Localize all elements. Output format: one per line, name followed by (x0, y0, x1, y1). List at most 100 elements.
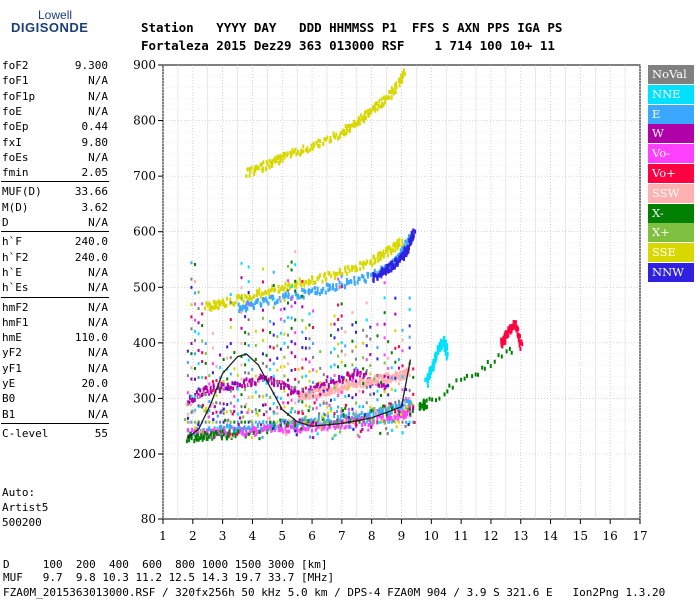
data-point (308, 379, 311, 383)
data-point (373, 406, 376, 410)
data-point (201, 403, 204, 407)
data-point (307, 288, 310, 293)
data-point (308, 360, 311, 364)
data-point (335, 283, 338, 288)
data-point (403, 398, 406, 403)
data-point (367, 412, 370, 417)
data-point (220, 424, 223, 429)
data-point (240, 420, 243, 424)
data-point (249, 302, 252, 307)
data-point (504, 340, 507, 345)
data-point (240, 276, 243, 280)
data-point (428, 368, 431, 373)
data-point (290, 268, 293, 272)
data-point (331, 283, 334, 288)
data-point (396, 413, 399, 418)
data-point (412, 233, 415, 238)
data-point (365, 301, 368, 305)
data-point (387, 384, 390, 388)
data-point (329, 365, 332, 369)
data-point (229, 385, 232, 390)
data-point (392, 419, 395, 423)
data-point (209, 303, 212, 308)
data-point (387, 340, 390, 344)
data-point (486, 359, 489, 364)
data-point (282, 381, 285, 386)
data-point (380, 406, 383, 410)
data-point (394, 346, 397, 350)
data-point (318, 412, 321, 416)
data-point (262, 291, 265, 296)
data-point (301, 375, 304, 379)
data-point (369, 364, 372, 368)
data-point (247, 432, 251, 436)
data-point (443, 345, 446, 350)
data-point (387, 366, 390, 370)
data-point (294, 377, 297, 381)
data-point (354, 320, 357, 324)
data-point (329, 333, 332, 337)
data-point (321, 385, 324, 390)
data-point (387, 268, 390, 273)
x-tick-label: 15 (573, 529, 588, 543)
data-point (344, 268, 347, 273)
data-point (394, 90, 397, 95)
data-point (419, 406, 422, 411)
data-point (195, 390, 198, 395)
data-point (428, 396, 431, 401)
data-point (371, 422, 374, 427)
data-point (304, 337, 307, 341)
data-point (394, 244, 397, 249)
data-point (302, 295, 305, 300)
data-point (208, 301, 211, 306)
param-name: foE (2, 104, 22, 118)
data-point (337, 422, 340, 427)
data-point (284, 291, 287, 296)
data-point (350, 279, 353, 284)
data-point (394, 378, 397, 383)
param-name: h`F2 (2, 250, 29, 264)
data-point (301, 400, 304, 404)
param-row: hmE 110.0 (2, 330, 108, 345)
param-row: D N/A (2, 215, 108, 230)
data-point (346, 415, 349, 419)
data-point (201, 437, 204, 442)
data-point (520, 339, 523, 344)
data-point (230, 435, 233, 439)
param-row: h`F 240.0 (2, 234, 108, 249)
data-point (208, 382, 211, 386)
data-point (347, 374, 350, 378)
data-point (337, 285, 340, 289)
legend-item: E (648, 104, 694, 124)
data-point (287, 362, 290, 366)
data-point (384, 266, 387, 271)
data-point (398, 237, 401, 242)
data-point (258, 437, 261, 441)
data-point (363, 380, 366, 385)
data-point (397, 345, 400, 349)
data-point (279, 422, 282, 427)
data-point (222, 432, 225, 437)
data-point (259, 373, 262, 378)
data-point (366, 259, 369, 264)
data-point (210, 436, 213, 440)
data-point (197, 420, 200, 424)
data-point (332, 286, 335, 291)
data-point (426, 383, 429, 388)
data-point (327, 414, 330, 419)
data-point (387, 393, 390, 397)
data-point (406, 242, 409, 247)
data-point (347, 394, 350, 398)
data-point (222, 411, 225, 415)
data-point (369, 372, 372, 376)
data-point (397, 77, 400, 82)
y-tick-label: 800 (133, 114, 156, 128)
data-point (320, 382, 323, 387)
data-point (290, 385, 293, 389)
data-point (315, 369, 318, 373)
data-point (258, 380, 261, 384)
param-name: M(D) (2, 200, 29, 214)
data-point (362, 356, 365, 360)
data-point (269, 395, 272, 399)
data-point (316, 286, 319, 291)
